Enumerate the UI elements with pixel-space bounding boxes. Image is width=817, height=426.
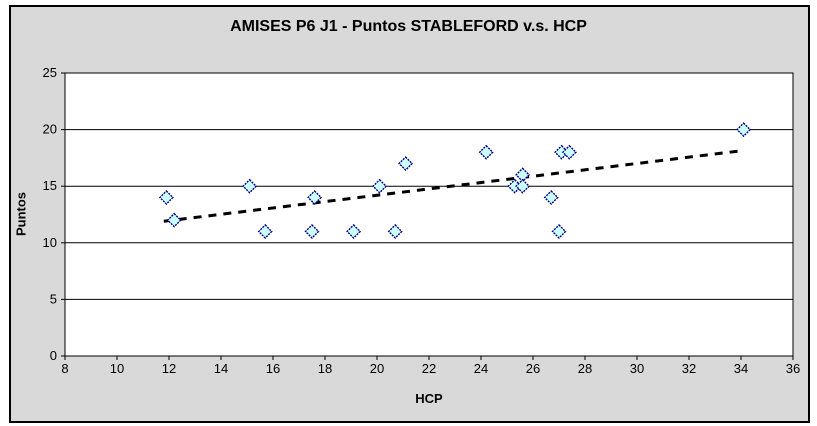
- y-tick-label-25: 25: [43, 65, 57, 80]
- x-tick-label-18: 18: [318, 361, 332, 376]
- data-point-marker-7[interactable]: [372, 178, 388, 194]
- x-tick-label-24: 24: [474, 361, 488, 376]
- x-tick-label-10: 10: [110, 361, 124, 376]
- plot-area: [64, 72, 794, 357]
- data-point-marker-14[interactable]: [543, 190, 559, 206]
- x-tick-label-14: 14: [214, 361, 228, 376]
- data-point-marker-8[interactable]: [387, 223, 403, 239]
- data-point-marker-13[interactable]: [515, 178, 531, 194]
- x-tick-label-12: 12: [162, 361, 176, 376]
- data-point-marker-2[interactable]: [242, 178, 258, 194]
- data-point-marker-0[interactable]: [158, 190, 174, 206]
- x-tick-label-8: 8: [61, 361, 68, 376]
- y-tick-label-0: 0: [50, 348, 57, 363]
- x-tick-label-26: 26: [526, 361, 540, 376]
- data-point-marker-18[interactable]: [736, 122, 752, 138]
- x-tick-label-16: 16: [266, 361, 280, 376]
- y-tick-label-5: 5: [50, 291, 57, 306]
- data-point-marker-6[interactable]: [346, 223, 362, 239]
- x-tick-label-22: 22: [422, 361, 436, 376]
- x-tick-label-28: 28: [578, 361, 592, 376]
- data-point-marker-17[interactable]: [561, 144, 577, 160]
- y-tick-label-15: 15: [43, 178, 57, 193]
- data-point-marker-1[interactable]: [166, 212, 182, 228]
- data-point-marker-5[interactable]: [304, 223, 320, 239]
- trendline: [163, 149, 739, 223]
- x-tick-label-30: 30: [630, 361, 644, 376]
- data-point-marker-10[interactable]: [478, 144, 494, 160]
- y-tick-label-20: 20: [43, 122, 57, 137]
- x-tick-label-32: 32: [682, 361, 696, 376]
- x-tick-label-36: 36: [786, 361, 800, 376]
- x-tick-label-34: 34: [734, 361, 748, 376]
- data-point-marker-9[interactable]: [398, 156, 414, 172]
- x-tick-label-20: 20: [370, 361, 384, 376]
- chart-title: AMISES P6 J1 - Puntos STABLEFORD v.s. HC…: [230, 18, 587, 35]
- data-point-marker-3[interactable]: [257, 223, 273, 239]
- x-axis-title: HCP: [415, 391, 443, 406]
- data-point-marker-4[interactable]: [307, 190, 323, 206]
- y-tick-label-10: 10: [43, 235, 57, 250]
- data-point-marker-15[interactable]: [551, 223, 567, 239]
